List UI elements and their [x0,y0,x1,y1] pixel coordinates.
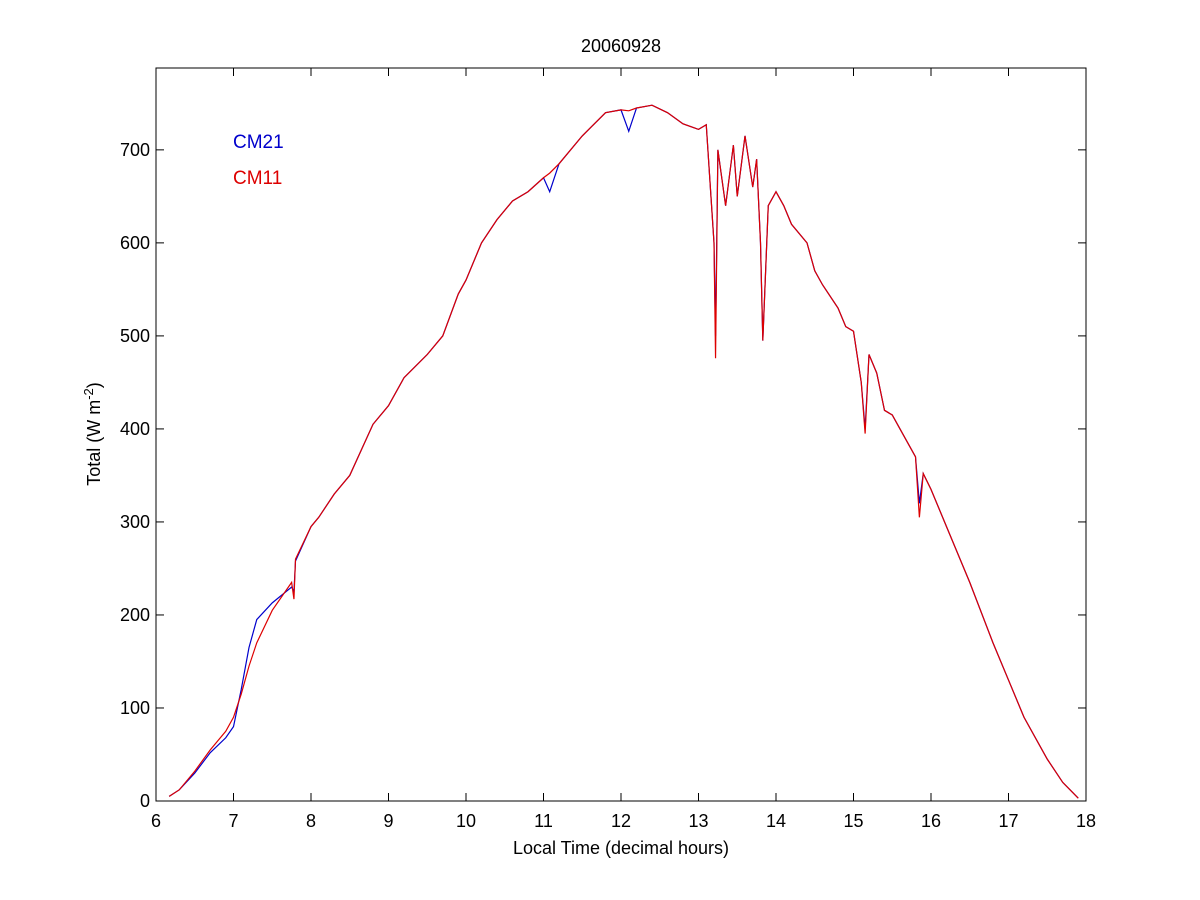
y-tick-label: 700 [120,140,150,160]
legend-label: CM11 [233,168,282,189]
legend-label: CM21 [233,132,284,153]
y-tick-label: 0 [140,791,150,811]
y-axis-label: Total (W m-2) [81,382,104,486]
y-tick-label: 300 [120,512,150,532]
x-tick-label: 12 [611,811,631,831]
data-line [168,104,1079,799]
y-tick-label: 400 [120,419,150,439]
x-tick-label: 10 [456,811,476,831]
x-tick-label: 15 [843,811,863,831]
y-tick-label: 200 [120,605,150,625]
chart-title: 20060928 [581,36,661,56]
y-tick-label: 600 [120,233,150,253]
y-label-text: Total (W m [84,400,104,486]
y-tick-label: 500 [120,326,150,346]
y-tick-label: 100 [120,698,150,718]
x-tick-label: 14 [766,811,786,831]
x-tick-label: 7 [228,811,238,831]
plot-area [155,67,1087,802]
x-tick-label: 13 [688,811,708,831]
x-tick-label: 17 [998,811,1018,831]
x-tick-label: 16 [921,811,941,831]
x-tick-label: 8 [306,811,316,831]
x-axis-label: Local Time (decimal hours) [513,838,729,858]
y-label-end: ) [84,382,104,388]
y-label-sup: -2 [81,388,96,400]
x-tick-label: 6 [151,811,161,831]
x-tick-label: 9 [383,811,393,831]
x-tick-label: 11 [534,811,553,831]
x-tick-label: 18 [1076,811,1096,831]
